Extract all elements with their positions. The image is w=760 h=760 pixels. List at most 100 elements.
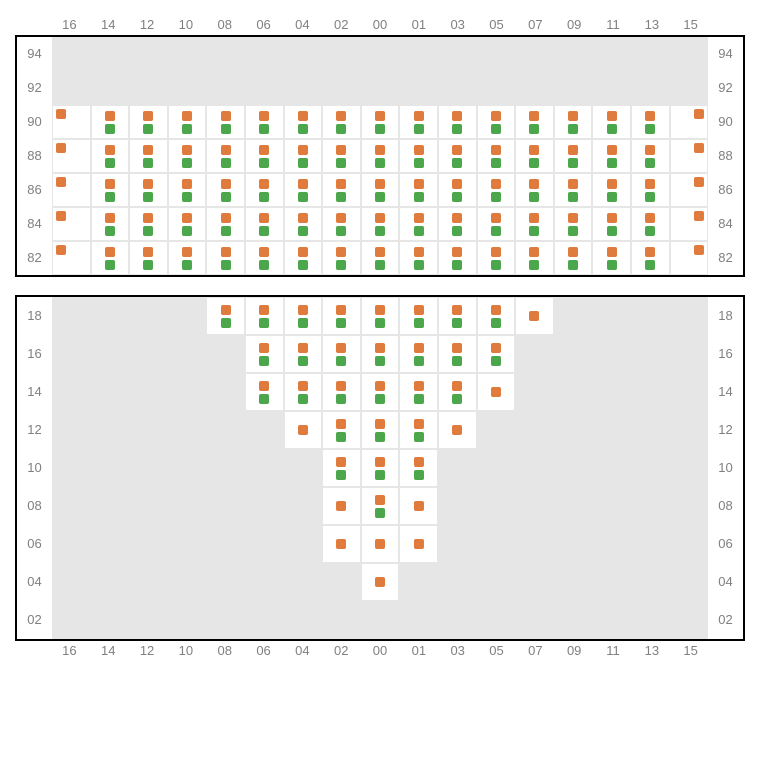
grid-cell (631, 241, 670, 275)
col-label: 04 (283, 15, 322, 35)
green-marker (259, 260, 269, 270)
column-header-top: 1614121008060402000103050709111315 (15, 15, 745, 35)
grid-cell (670, 449, 709, 487)
grid-cell (206, 173, 245, 207)
grid-row: 8686 (17, 173, 743, 207)
green-marker (645, 260, 655, 270)
green-marker (375, 394, 385, 404)
grid-cell (554, 487, 593, 525)
orange-marker (414, 213, 424, 223)
grid-cell (206, 411, 245, 449)
orange-marker (491, 145, 501, 155)
orange-marker (452, 381, 462, 391)
grid-row: 0808 (17, 487, 743, 525)
green-marker (375, 192, 385, 202)
orange-marker (694, 177, 704, 187)
grid-cell (245, 449, 284, 487)
orange-marker (221, 145, 231, 155)
grid-cell (399, 173, 438, 207)
green-marker (414, 124, 424, 134)
green-marker (336, 226, 346, 236)
col-label: 07 (516, 641, 555, 661)
green-marker (105, 192, 115, 202)
orange-marker (56, 109, 66, 119)
orange-marker (298, 179, 308, 189)
green-marker (645, 192, 655, 202)
row-label-left: 08 (17, 487, 52, 525)
orange-marker (298, 111, 308, 121)
grid-cell (52, 335, 91, 373)
orange-marker (105, 111, 115, 121)
grid-cell (477, 37, 516, 71)
orange-marker (645, 213, 655, 223)
grid-cell (477, 173, 516, 207)
green-marker (143, 192, 153, 202)
grid-cell (631, 105, 670, 139)
grid-cell (168, 601, 207, 639)
grid-cell (399, 139, 438, 173)
row-label-right: 94 (708, 37, 743, 71)
grid-cell (554, 297, 593, 335)
row-label-left: 06 (17, 525, 52, 563)
row-label-left: 10 (17, 449, 52, 487)
grid-cell (52, 297, 91, 335)
col-label: 01 (399, 641, 438, 661)
orange-marker (645, 145, 655, 155)
green-marker (414, 432, 424, 442)
grid-cell (438, 241, 477, 275)
grid-cell (438, 449, 477, 487)
green-marker (645, 124, 655, 134)
grid-cell (129, 173, 168, 207)
grid-cell (206, 139, 245, 173)
row-label-right: 92 (708, 71, 743, 105)
orange-marker (452, 179, 462, 189)
grid-cell (438, 373, 477, 411)
green-marker (414, 226, 424, 236)
green-marker (105, 260, 115, 270)
orange-marker (491, 247, 501, 257)
grid-row: 9292 (17, 71, 743, 105)
grid-cell (515, 241, 554, 275)
grid-cell (129, 563, 168, 601)
grid-cell (515, 373, 554, 411)
green-marker (375, 470, 385, 480)
green-marker (298, 158, 308, 168)
green-marker (336, 260, 346, 270)
grid-cell (284, 105, 323, 139)
orange-marker (694, 109, 704, 119)
grid-cell (399, 563, 438, 601)
orange-marker (182, 179, 192, 189)
orange-marker (182, 213, 192, 223)
grid-cell (438, 563, 477, 601)
grid-cell (399, 71, 438, 105)
grid-cell (515, 173, 554, 207)
grid-cell (206, 297, 245, 335)
row-label-right: 02 (708, 601, 743, 639)
grid-cell (670, 105, 709, 139)
grid-cell (554, 139, 593, 173)
orange-marker (221, 179, 231, 189)
grid-cell (52, 71, 91, 105)
grid-cell (91, 487, 130, 525)
green-marker (645, 226, 655, 236)
grid-cell (515, 71, 554, 105)
grid-cell (631, 449, 670, 487)
orange-marker (336, 419, 346, 429)
green-marker (414, 470, 424, 480)
grid-cell (91, 373, 130, 411)
green-marker (491, 158, 501, 168)
green-marker (452, 394, 462, 404)
green-marker (491, 356, 501, 366)
grid-cell (284, 71, 323, 105)
orange-marker (143, 179, 153, 189)
grid-cell (631, 139, 670, 173)
grid-cell (91, 411, 130, 449)
green-marker (259, 356, 269, 366)
grid-cell (129, 241, 168, 275)
grid-cell (477, 525, 516, 563)
orange-marker (105, 145, 115, 155)
green-marker (529, 226, 539, 236)
orange-marker (568, 111, 578, 121)
orange-marker (414, 111, 424, 121)
orange-marker (56, 211, 66, 221)
